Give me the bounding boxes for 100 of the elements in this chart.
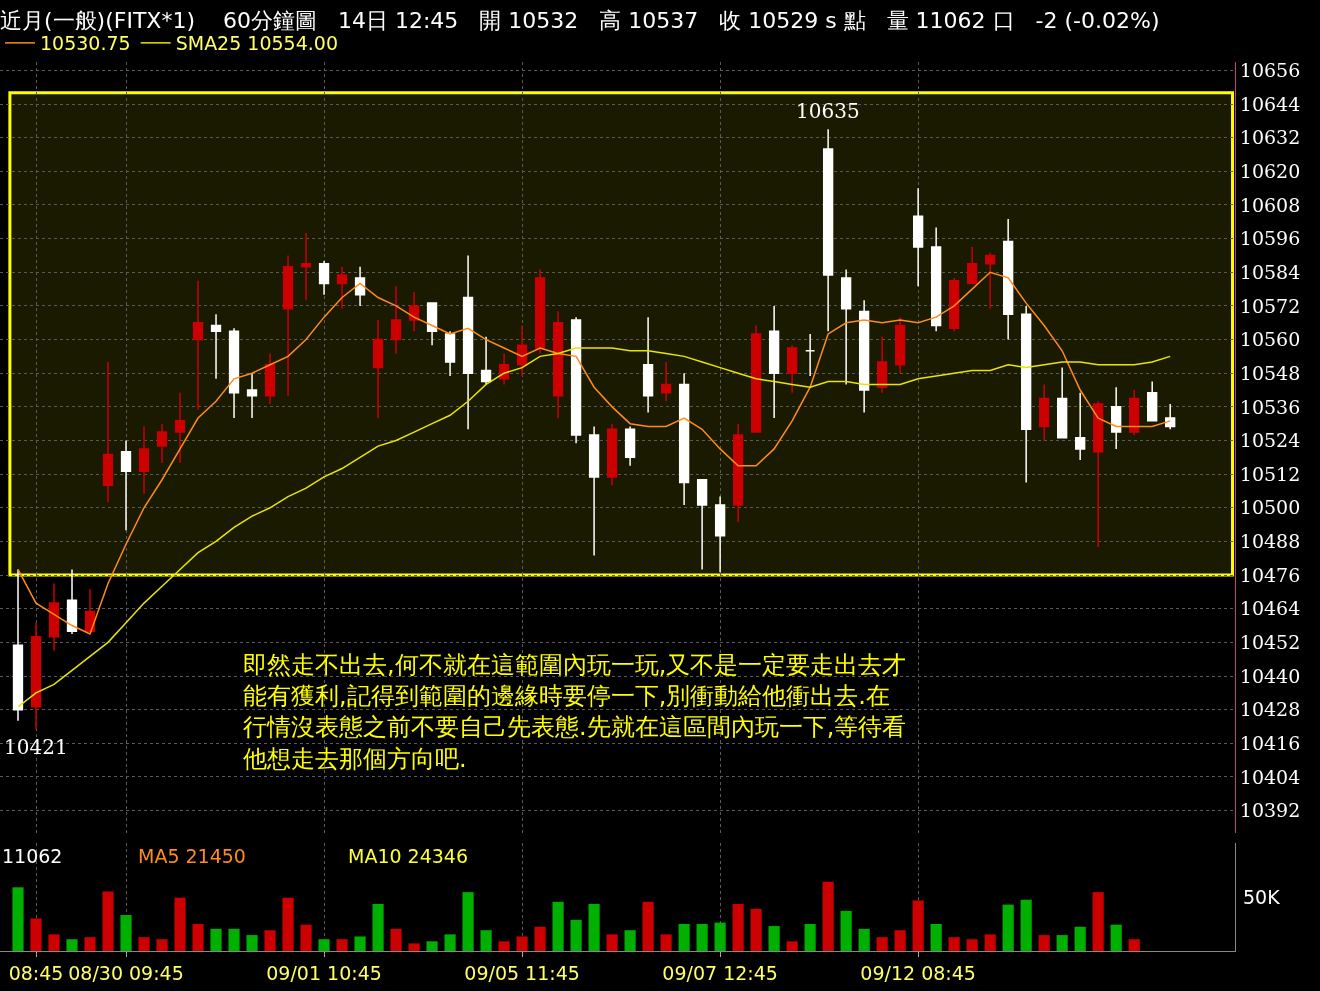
- x-tick-label: 09/07 12:45: [662, 961, 778, 984]
- bar: [12, 887, 24, 951]
- text: 50K: [1243, 886, 1281, 908]
- bar: [1056, 935, 1068, 951]
- legend-label: SMA25 10554.00: [175, 32, 338, 55]
- candlestick: [48, 582, 60, 652]
- bar: [174, 897, 186, 951]
- y-tick-label: 10596: [1239, 227, 1301, 250]
- candlestick: [192, 279, 204, 411]
- bar: [750, 908, 762, 951]
- candlestick: [480, 336, 492, 386]
- bar: [1074, 926, 1086, 951]
- bar: [714, 922, 726, 951]
- candlestick: [714, 495, 726, 574]
- bar: [840, 910, 852, 951]
- bar: [390, 928, 402, 951]
- y-tick-label: 10524: [1239, 429, 1301, 452]
- candlestick: [264, 352, 276, 405]
- bar: [138, 937, 150, 951]
- candlestick: [282, 254, 294, 397]
- bar: [84, 937, 96, 951]
- bar: [354, 936, 366, 951]
- bar: [678, 924, 690, 951]
- candlestick: [300, 232, 312, 302]
- candlestick: [336, 265, 348, 310]
- candlestick: [1057, 366, 1068, 439]
- candlestick: [462, 254, 474, 431]
- candlestick: [84, 588, 96, 632]
- candlestick: [318, 260, 330, 296]
- y-tick-label: 10512: [1239, 462, 1301, 485]
- candlestick: [1165, 403, 1176, 431]
- y-tick-label: 10608: [1239, 193, 1301, 216]
- candlestick: [696, 478, 708, 571]
- y-tick-label: 10488: [1239, 530, 1301, 553]
- x-tick-label: 09/12 08:45: [860, 961, 976, 984]
- candlestick: [804, 333, 816, 377]
- y-tick-label: 10656: [1239, 59, 1301, 82]
- candlestick: [12, 568, 24, 722]
- annotation: 10421: [4, 735, 68, 759]
- bar: [300, 924, 312, 951]
- candlestick: [444, 330, 456, 377]
- y-tick-label: 10500: [1239, 496, 1301, 519]
- candlestick: [678, 372, 690, 506]
- y-tick-label: 10572: [1239, 294, 1301, 317]
- bar: [444, 934, 456, 951]
- candlestick: [228, 327, 240, 419]
- bar: [570, 919, 582, 951]
- bar: [192, 924, 204, 951]
- bar: [588, 903, 600, 951]
- bar: [1002, 904, 1014, 951]
- candlestick: [174, 392, 186, 464]
- candlestick: [354, 265, 366, 307]
- bar: [102, 891, 114, 951]
- bar: [48, 934, 60, 951]
- candlestick: [138, 425, 150, 495]
- y-tick-label: 10428: [1239, 698, 1301, 721]
- candlestick: [786, 344, 798, 394]
- bar: [642, 901, 654, 951]
- bar: [120, 915, 132, 951]
- candlestick: [30, 621, 42, 731]
- bar: [624, 930, 636, 951]
- bar: [984, 934, 996, 951]
- x-tick-label: 08/30 09:45: [68, 961, 184, 984]
- bar: [1110, 924, 1122, 951]
- bar: [858, 928, 870, 951]
- candlestick: [408, 291, 420, 332]
- bar: [408, 943, 420, 951]
- bar: [912, 900, 924, 951]
- bar: [876, 937, 888, 951]
- y-tick-label: 10476: [1239, 563, 1301, 586]
- candlestick: [516, 324, 528, 377]
- candlestick: [246, 372, 258, 419]
- bar: [696, 924, 708, 951]
- bar: [210, 928, 222, 951]
- line-series: [17, 347, 1171, 708]
- candlestick: [660, 361, 672, 402]
- candlestick: [894, 316, 906, 374]
- candlestick: [858, 299, 870, 414]
- candlestick: [642, 316, 654, 414]
- candlestick: [552, 310, 564, 419]
- candlestick: [967, 246, 978, 285]
- chart-title: 近月(一般)(FITX*1) 60分鐘圖 14日 12:45 開 10532 高 10537 收 10529 s 點 量 11062 口 -2 (-0.02%): [0, 7, 1160, 33]
- annotation: 即然走不出去,何不就在這範圍內玩一玩,又不是一定要走出去才能有獲利,記得到範圍的邊緣時要停一下,別衝動給他衝出去.在行情沒表態之前不要自己先表態.先就在這區間內玩一下,等待看他想走去那個方向吧.: [243, 651, 907, 773]
- bar: [1092, 892, 1104, 951]
- candlestick: [876, 336, 888, 394]
- candlestick: [120, 439, 132, 531]
- text: MA5 21450: [138, 845, 246, 867]
- candlestick: [570, 316, 582, 445]
- candlestick: [1111, 386, 1122, 450]
- y-tick-label: 10416: [1239, 731, 1301, 754]
- y-tick-label: 10536: [1239, 395, 1301, 418]
- bar: [372, 903, 384, 951]
- bar: [462, 892, 474, 951]
- candlestick: [930, 226, 942, 332]
- bar: [894, 930, 906, 951]
- bar: [552, 901, 564, 951]
- bar: [822, 881, 834, 951]
- legend-label: 10530.75: [40, 32, 131, 55]
- candlestick: [1021, 305, 1032, 484]
- text: MA10 24346: [348, 845, 469, 867]
